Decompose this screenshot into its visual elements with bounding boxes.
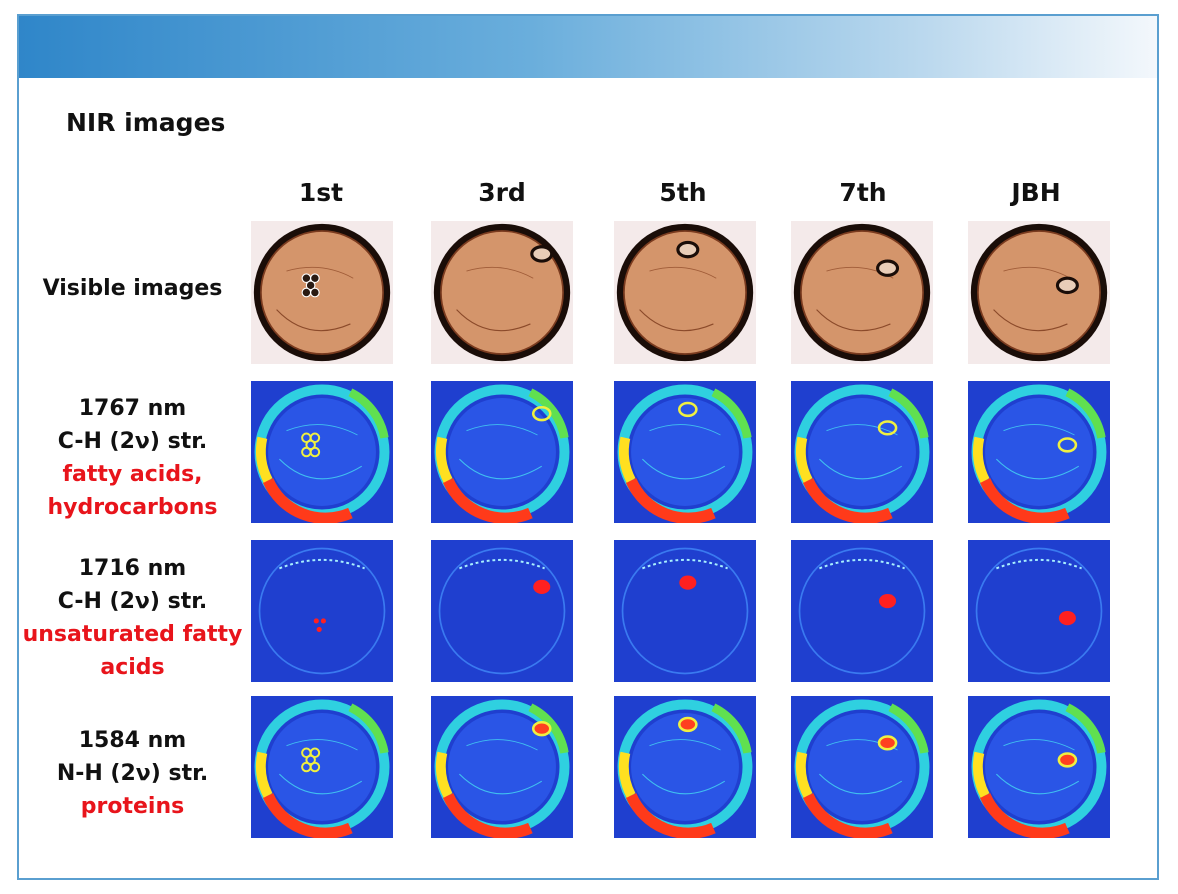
nir-protein-image-5th [614,696,756,838]
visible-image-graphic-7th [791,221,933,364]
nir-unsat-image-5th [614,540,756,682]
row-1767-wavelength: 1767 nm [78,396,187,421]
column-header-jbh: JBH [1011,178,1061,207]
nir-oil-image-graphic-3rd [431,381,573,523]
visible-image-graphic-jbh [968,221,1110,364]
row-label-1584: 1584 nm N-H (2ν) str. proteins [20,724,245,823]
nir-unsat-image-graphic-3rd [431,540,573,682]
nir-unsat-image-7th [791,540,933,682]
visible-image-graphic-3rd [431,221,573,364]
row-1584-wavelength: 1584 nm [78,728,187,753]
row-1716-wavelength: 1716 nm [78,556,187,581]
nir-protein-image-graphic-1st [251,696,393,838]
visible-image-5th [614,221,756,364]
row-1584-assignment: proteins [80,794,185,819]
nir-protein-image-graphic-7th [791,696,933,838]
nir-oil-image-graphic-5th [614,381,756,523]
nir-protein-image-7th [791,696,933,838]
row-1716-mode: C-H (2ν) str. [57,589,208,614]
visible-image-jbh [968,221,1110,364]
nir-oil-image-1st [251,381,393,523]
row-label-visible-text: Visible images [42,276,223,301]
nir-unsat-image-jbh [968,540,1110,682]
row-1767-assignment-2: hydrocarbons [47,495,218,520]
visible-image-graphic-5th [614,221,756,364]
row-label-1767: 1767 nm C-H (2ν) str. fatty acids, hydro… [20,392,245,524]
visible-image-3rd [431,221,573,364]
row-1716-assignment-2: acids [100,655,165,680]
row-1767-mode: C-H (2ν) str. [57,429,208,454]
row-label-visible: Visible images [20,272,245,305]
nir-protein-image-jbh [968,696,1110,838]
nir-oil-image-3rd [431,381,573,523]
nir-protein-image-graphic-5th [614,696,756,838]
figure-frame [17,14,1159,880]
nir-oil-image-graphic-7th [791,381,933,523]
nir-protein-image-graphic-jbh [968,696,1110,838]
row-1716-assignment-1: unsaturated fatty [22,622,243,647]
header-banner [17,14,1159,78]
visible-image-7th [791,221,933,364]
column-header-1st: 1st [298,178,344,207]
row-1767-assignment-1: fatty acids, [62,462,203,487]
row-1584-mode: N-H (2ν) str. [56,761,209,786]
nir-protein-image-graphic-3rd [431,696,573,838]
nir-oil-image-7th [791,381,933,523]
nir-protein-image-3rd [431,696,573,838]
nir-unsat-image-graphic-5th [614,540,756,682]
nir-unsat-image-1st [251,540,393,682]
figure-title: NIR images [66,108,226,137]
column-header-5th: 5th [659,178,707,207]
nir-oil-image-graphic-jbh [968,381,1110,523]
nir-unsat-image-graphic-1st [251,540,393,682]
nir-oil-image-5th [614,381,756,523]
nir-protein-image-1st [251,696,393,838]
nir-unsat-image-graphic-jbh [968,540,1110,682]
nir-unsat-image-3rd [431,540,573,682]
nir-oil-image-graphic-1st [251,381,393,523]
visible-image-graphic-1st [251,221,393,364]
row-label-1716: 1716 nm C-H (2ν) str. unsaturated fatty … [20,552,245,684]
column-header-3rd: 3rd [478,178,526,207]
column-header-7th: 7th [839,178,887,207]
nir-oil-image-jbh [968,381,1110,523]
visible-image-1st [251,221,393,364]
nir-unsat-image-graphic-7th [791,540,933,682]
